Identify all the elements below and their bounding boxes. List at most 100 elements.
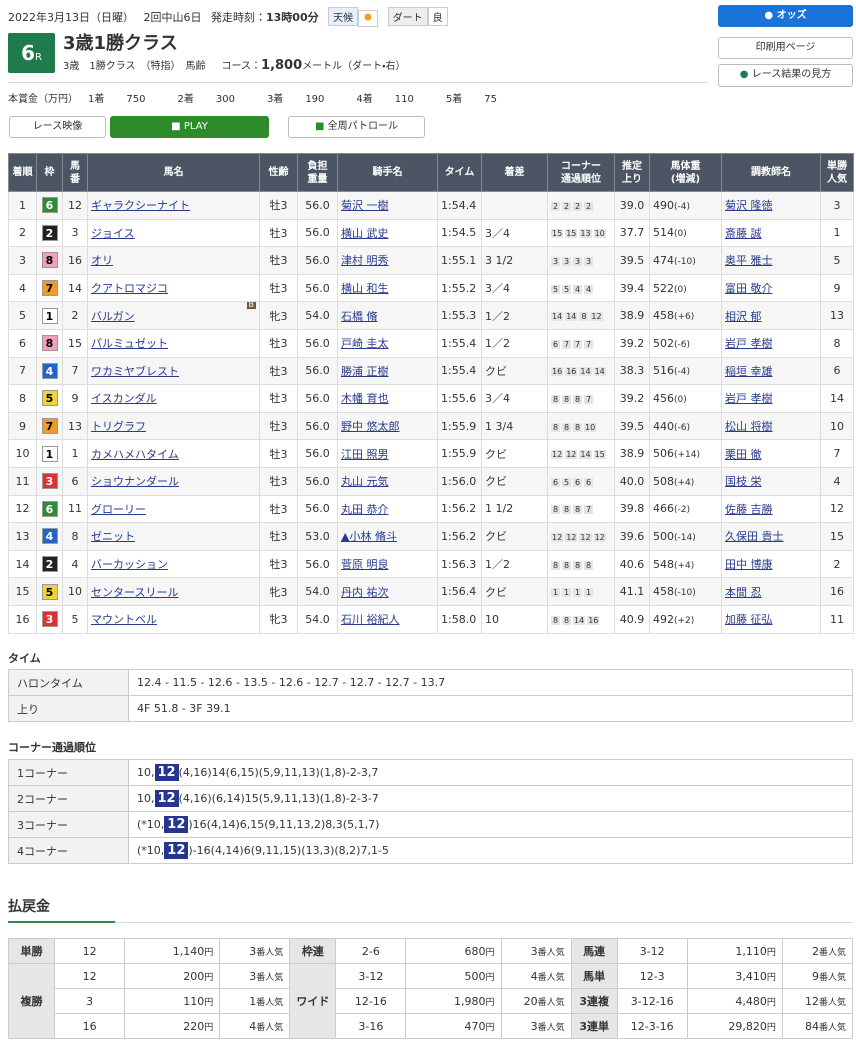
horse-name[interactable]: ギャラクシーナイト	[91, 199, 190, 213]
weather-label: 天候	[328, 7, 359, 26]
order-leader: 12	[164, 842, 189, 859]
horse-name[interactable]: カメハメハタイム	[91, 447, 179, 461]
trainer[interactable]: 斎藤 誠	[725, 226, 762, 240]
jockey[interactable]: 江田 照男	[341, 447, 389, 461]
rank: 4	[8, 273, 37, 303]
horse-name[interactable]: ワカミヤブレスト	[91, 364, 179, 378]
prize-amount: 75	[484, 94, 497, 105]
horse-name[interactable]: センタースリール	[91, 585, 179, 599]
horse-name[interactable]: イスカンダル	[91, 392, 157, 406]
jockey-cell: 勝浦 正樹	[337, 356, 438, 386]
jockey[interactable]: 丸山 元気	[341, 475, 389, 489]
race-meta: 2022年3月13日（日曜） 2回中山6日 発走時刻：13時00分 天候 ダート…	[8, 7, 448, 27]
jockey[interactable]: 菅原 明良	[341, 558, 389, 572]
time: 1:56.2	[437, 522, 482, 551]
yen-unit: 円	[485, 997, 495, 1008]
trainer[interactable]: 稲垣 幸雄	[725, 364, 773, 378]
jockey[interactable]: ▲小林 脩斗	[341, 530, 397, 544]
trainer[interactable]: 田中 博康	[725, 558, 773, 572]
corner-position: 15	[565, 229, 578, 239]
yen-unit: 円	[204, 947, 214, 958]
horse-name[interactable]: バルガン	[91, 309, 135, 323]
body-weight-cell: 458(+6)	[649, 301, 722, 330]
popularity: 9	[820, 273, 854, 303]
corner-position: 1	[573, 588, 582, 598]
column-header: 調教師名	[721, 153, 821, 192]
time-label: ハロンタイム	[8, 669, 129, 696]
horse-name[interactable]: クアトロマジコ	[91, 282, 168, 296]
jockey[interactable]: 津村 明秀	[341, 254, 389, 268]
jockey[interactable]: 丸田 恭介	[341, 502, 389, 516]
frame-cell: 6	[36, 494, 63, 524]
trainer[interactable]: 本間 忍	[725, 585, 762, 599]
jockey[interactable]: 石川 裕紀人	[341, 613, 400, 627]
order-after: (4,16)14(6,15)(5,9,11,13)(1,8)-2-3,7	[178, 766, 379, 779]
jockey[interactable]: 丹内 祐次	[341, 585, 389, 599]
bet-type: 馬単	[570, 963, 618, 989]
time: 1:56.0	[437, 466, 482, 496]
corner-position: 7	[573, 339, 582, 349]
guide-button[interactable]: ● レース結果の見方	[718, 64, 853, 87]
order-before: 10,	[137, 792, 155, 805]
trainer[interactable]: 富田 敬介	[725, 282, 773, 296]
column-header: 枠	[36, 153, 63, 192]
pop-suffix: 番人気	[537, 947, 565, 958]
corner-position: 7	[584, 339, 593, 349]
jockey[interactable]: 横山 武史	[341, 226, 389, 240]
margin-cell: 3／4	[481, 384, 548, 413]
weight: 56.0	[297, 328, 338, 358]
jockey-cell: 木幡 育也	[337, 384, 438, 413]
frame: 5	[41, 390, 58, 407]
jockey[interactable]: 横山 和生	[341, 282, 389, 296]
combination: 16	[54, 1013, 126, 1039]
video-button[interactable]: レース映像	[9, 116, 106, 138]
horse-name[interactable]: グローリー	[91, 502, 146, 516]
pop-suffix: 番人気	[537, 972, 565, 983]
jockey[interactable]: 野中 悠太郎	[341, 420, 400, 434]
weight: 56.0	[297, 466, 338, 496]
horse-name[interactable]: ゼニット	[91, 530, 135, 544]
horse-name[interactable]: マウントベル	[91, 613, 157, 627]
time: 1:55.4	[437, 356, 482, 386]
trainer[interactable]: 岩戸 孝樹	[725, 392, 773, 406]
odds-button[interactable]: ● オッズ	[718, 5, 853, 27]
trainer[interactable]: 松山 将樹	[725, 420, 773, 434]
jockey[interactable]: 戸崎 圭太	[341, 337, 389, 351]
divider	[8, 82, 708, 83]
payout-row: 16 220円 4番人気 3-16 470円 3番人気 3連単 12-3-16 29,820円 8…	[9, 1013, 854, 1039]
horse-name[interactable]: パルミュゼット	[91, 337, 168, 351]
margin: 1 3/4	[485, 419, 514, 433]
trainer[interactable]: 相沢 郁	[725, 309, 762, 323]
horse-name[interactable]: ショウナンダール	[91, 475, 179, 489]
trainer[interactable]: 菊沢 隆徳	[725, 199, 773, 213]
print-button[interactable]: 印刷用ページ	[718, 37, 853, 59]
jockey[interactable]: 勝浦 正樹	[341, 364, 389, 378]
frame-cell: 2	[36, 218, 63, 248]
margin-cell: クビ	[481, 522, 548, 551]
payout-amount-cell: 4,480円	[686, 988, 783, 1014]
horse-name[interactable]: オリ	[91, 254, 113, 268]
horse-name[interactable]: ジョイス	[91, 226, 135, 240]
time: 1:56.2	[437, 494, 482, 524]
horse-name[interactable]: バーカッション	[91, 558, 168, 572]
jockey[interactable]: 石橋 脩	[341, 309, 378, 323]
trainer[interactable]: 久保田 貴士	[725, 530, 784, 544]
patrol-button[interactable]: ■ 全周パトロール	[288, 116, 425, 138]
trainer[interactable]: 加藤 征弘	[725, 613, 773, 627]
trainer[interactable]: 奥平 雅士	[725, 254, 773, 268]
pop-suffix: 番人気	[256, 1022, 284, 1033]
jockey[interactable]: 木幡 育也	[341, 392, 389, 406]
trainer[interactable]: 佐藤 吉勝	[725, 502, 773, 516]
weight: 56.0	[297, 439, 338, 468]
horse-name[interactable]: トリグラフ	[91, 420, 146, 434]
corner-position: 8	[562, 505, 571, 515]
trainer[interactable]: 栗田 徹	[725, 447, 762, 461]
result-row: 12 6 11 グローリー 牡3 56.0 丸田 恭介 1:56.2 1 1/2 8 8 8 7 39.8…	[8, 494, 854, 524]
jockey[interactable]: 菊沢 一樹	[341, 199, 389, 213]
trainer[interactable]: 国枝 栄	[725, 475, 762, 489]
payout-amount-cell: 470円	[405, 1013, 502, 1039]
rank: 15	[8, 577, 37, 606]
trainer[interactable]: 岩戸 孝樹	[725, 337, 773, 351]
frame: 6	[41, 500, 58, 517]
play-button[interactable]: ■ PLAY	[110, 116, 269, 138]
